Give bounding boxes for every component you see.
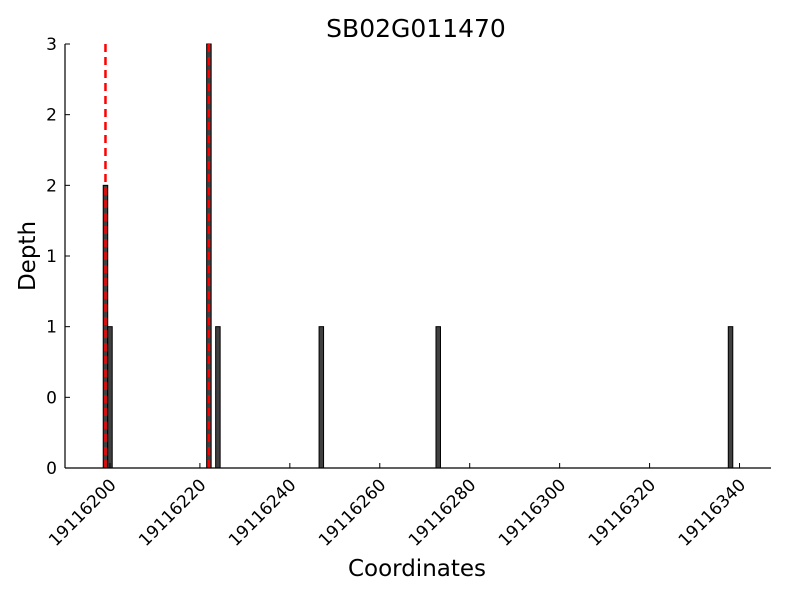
y-tick-label-2: 1 [46, 318, 57, 338]
bar-4 [318, 326, 325, 469]
x-tick-label-4: 19116280 [405, 475, 480, 550]
x-axis-label: Coordinates [348, 556, 486, 582]
x-tick-label-6: 19116320 [585, 475, 660, 550]
x-tick-label-7: 19116340 [675, 475, 750, 550]
y-ticks-layer: 0 0 1 1 2 2 3 [46, 35, 70, 479]
bar-1 [107, 326, 113, 469]
x-tick-label-5: 19116300 [495, 475, 570, 550]
x-tick-label-1: 19116220 [135, 475, 210, 550]
bar-3 [215, 326, 221, 469]
reference-lines-layer [104, 44, 211, 468]
y-tick-label-0: 0 [46, 459, 57, 479]
chart-title: SB02G011470 [326, 14, 506, 43]
y-tick-label-3: 1 [46, 247, 57, 267]
bars-layer [102, 43, 734, 469]
y-tick-label-6: 3 [46, 35, 57, 55]
x-tick-label-2: 19116240 [225, 475, 300, 550]
bar-6 [727, 326, 734, 469]
y-tick-label-1: 0 [46, 388, 57, 408]
y-axis-label: Depth [15, 221, 41, 291]
bar-5 [435, 326, 441, 469]
x-tick-label-0: 19116200 [45, 475, 120, 550]
x-ticks-layer: 19116200 19116220 19116240 19116260 19116280… [45, 463, 750, 551]
x-tick-label-3: 19116260 [315, 475, 390, 550]
y-tick-label-4: 2 [46, 176, 57, 196]
y-tick-label-5: 2 [46, 106, 57, 126]
